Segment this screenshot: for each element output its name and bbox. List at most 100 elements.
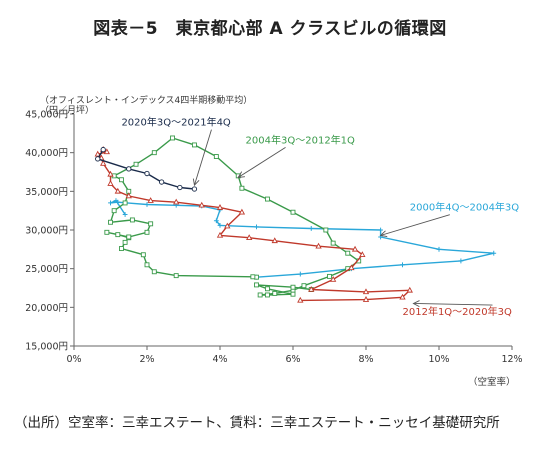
data-point [173, 198, 180, 205]
data-point [173, 273, 179, 279]
cycle-chart: 15,000円 20,000円 25,000円 30,000円 35,000円 40,00… [25, 94, 523, 388]
x-tick-labels: 0% 2% 4% 6% 8% 10% 12% [66, 346, 523, 365]
x-tick-label: 6% [285, 354, 300, 365]
x-tick-label: 8% [358, 354, 373, 365]
y-tick-label: 25,000円 [25, 264, 68, 275]
data-point [362, 288, 370, 295]
data-point [115, 199, 121, 205]
chart-subtitle: （オフィスレント・インデックス4四半期移動平均） [40, 94, 252, 106]
data-point [254, 224, 259, 230]
y-tick-label: 45,000円 [25, 110, 68, 121]
annotation-arrow [238, 147, 286, 178]
data-point [118, 177, 124, 183]
data-point [345, 250, 351, 256]
data-point [191, 186, 198, 192]
y-tick-label: 30,000円 [25, 226, 68, 237]
data-point [254, 282, 259, 288]
x-tick-label: 10% [428, 354, 449, 365]
annotation-layer: 2000年4Q～2004年3Q 2004年3Q～2012年1Q 2012年1Q～20… [121, 116, 519, 318]
data-point [144, 170, 150, 177]
data-point [107, 180, 114, 186]
data-point [122, 212, 128, 217]
annotation-arrow [413, 303, 493, 306]
data-point [265, 196, 270, 202]
page-title: 図表－5 東京都心部 A クラスビルの循環図 [93, 19, 447, 39]
data-point [198, 201, 205, 208]
data-point [301, 283, 307, 289]
annotation-label: 2020年3Q～2021年4Q [121, 116, 230, 129]
data-point [399, 293, 406, 300]
data-point [436, 246, 442, 252]
x-axis-label: （空室率） [468, 376, 516, 388]
data-point [491, 250, 497, 256]
data-point [250, 274, 256, 280]
data-point [158, 179, 165, 185]
data-point [126, 166, 132, 172]
annotation-arrowhead [237, 171, 245, 178]
annotation-arrowhead [379, 230, 388, 238]
data-point [257, 292, 263, 298]
data-point [111, 208, 117, 214]
data-point [330, 240, 336, 246]
data-point [144, 202, 150, 207]
data-point [348, 264, 355, 271]
data-point [108, 200, 113, 206]
x-tick-label: 4% [212, 354, 227, 365]
data-point [238, 208, 246, 215]
data-point [147, 197, 154, 203]
data-point [362, 296, 370, 302]
annotation-arrowhead [412, 300, 420, 307]
x-tick-label: 12% [501, 354, 522, 365]
data-point [327, 273, 332, 279]
data-point [129, 217, 135, 223]
data-point [108, 219, 113, 225]
data-point [224, 222, 231, 229]
data-point [125, 192, 132, 199]
data-point [308, 286, 315, 292]
data-point [107, 170, 114, 177]
annotation-label: 2004年3Q～2012年1Q [246, 133, 355, 146]
data-point [265, 292, 270, 298]
data-point [323, 227, 329, 233]
data-point [126, 234, 132, 240]
data-point [216, 204, 224, 210]
data-point [308, 226, 314, 231]
data-point [104, 229, 110, 235]
data-point [151, 150, 157, 156]
y-tick-label: 40,000円 [25, 148, 68, 159]
data-point [297, 271, 303, 277]
data-point [100, 146, 106, 153]
data-point [271, 237, 278, 244]
data-point [297, 296, 304, 303]
y-tick-labels: 15,000円 20,000円 25,000円 30,000円 35,000円 40,00… [25, 110, 74, 353]
data-point [359, 251, 366, 257]
data-point [95, 156, 101, 162]
y-axis-label: （円／月坪） [40, 105, 94, 116]
data-point [118, 246, 124, 252]
data-point [290, 291, 296, 297]
series-line [96, 149, 195, 190]
source-note: （出所）空室率：三幸エステート、賃料：三幸エステート・ニッセイ基礎研究所 [14, 415, 500, 431]
annotation-arrow [380, 214, 450, 236]
data-point [122, 200, 128, 206]
data-point [144, 262, 150, 268]
data-point [265, 286, 270, 292]
annotation-label: 2000年4Q～2004年3Q [410, 201, 519, 214]
data-point [148, 221, 154, 227]
data-point [144, 229, 150, 235]
data-point [239, 185, 245, 191]
data-point [170, 135, 176, 141]
annotation-label: 2012年1Q～2020年3Q [403, 305, 512, 318]
data-point [315, 242, 322, 249]
data-point [191, 142, 197, 148]
data-point [272, 290, 278, 296]
data-point [458, 258, 464, 264]
data-point [378, 227, 383, 233]
annotation-arrowhead [192, 178, 200, 187]
data-point [151, 269, 157, 275]
data-point [217, 222, 223, 228]
data-point [94, 150, 101, 157]
data-point [290, 284, 296, 290]
data-point [177, 184, 183, 191]
data-point [351, 245, 359, 252]
